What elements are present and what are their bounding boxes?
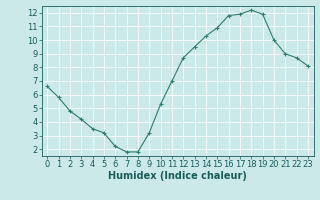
- X-axis label: Humidex (Indice chaleur): Humidex (Indice chaleur): [108, 171, 247, 181]
